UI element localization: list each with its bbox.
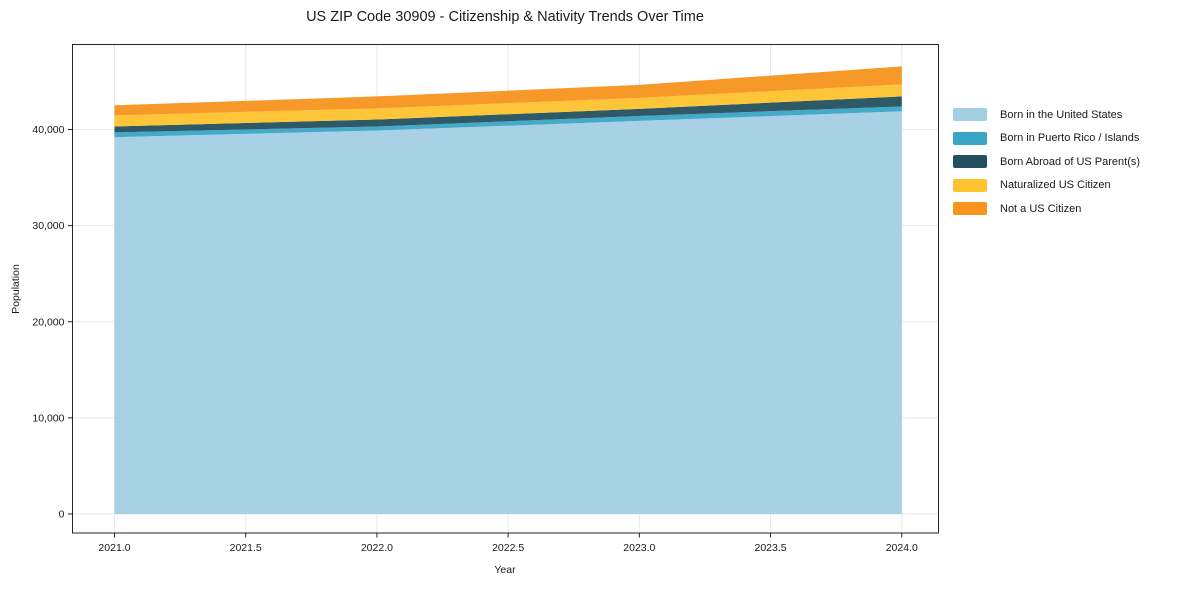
area-series xyxy=(114,106,902,138)
x-axis-label: Year xyxy=(494,564,516,576)
legend-item: Naturalized US Citizen xyxy=(953,178,1140,192)
y-tick-label: 20,000 xyxy=(32,316,64,328)
area-series xyxy=(114,96,902,133)
legend-swatch xyxy=(953,108,987,121)
legend: Born in the United States Born in Puerto … xyxy=(953,108,1140,226)
legend-label: Born Abroad of US Parent(s) xyxy=(1000,155,1141,168)
x-tick-label: 2023.0 xyxy=(623,542,655,554)
legend-item: Born in Puerto Rico / Islands xyxy=(953,131,1140,145)
legend-label: Born in Puerto Rico / Islands xyxy=(1000,132,1140,144)
x-tick-label: 2023.5 xyxy=(754,542,786,554)
legend-item: Born Abroad of US Parent(s) xyxy=(953,155,1140,168)
legend-swatch xyxy=(953,178,987,192)
legend-swatch xyxy=(953,131,987,145)
area-series xyxy=(114,111,902,515)
y-tick-label: 40,000 xyxy=(32,124,64,136)
area-series xyxy=(114,84,902,127)
axes-frame xyxy=(72,44,939,534)
x-tick-label: 2021.5 xyxy=(230,542,262,554)
legend-item: Born in the United States xyxy=(953,108,1140,121)
x-tick-label: 2022.0 xyxy=(361,542,393,554)
area-series xyxy=(114,66,902,116)
y-tick-label: 30,000 xyxy=(32,220,64,232)
legend-label: Not a US Citizen xyxy=(1000,202,1082,215)
legend-label: Born in the United States xyxy=(1000,108,1123,121)
y-tick-label: 0 xyxy=(59,508,65,520)
legend-swatch xyxy=(953,155,987,168)
legend-item: Not a US Citizen xyxy=(953,202,1140,215)
legend-swatch xyxy=(953,202,987,215)
y-tick-label: 10,000 xyxy=(32,412,64,424)
x-tick-label: 2022.5 xyxy=(492,542,524,554)
chart-title: US ZIP Code 30909 - Citizenship & Nativi… xyxy=(306,9,704,25)
legend-label: Naturalized US Citizen xyxy=(1000,179,1111,191)
x-tick-label: 2024.0 xyxy=(886,542,918,554)
x-tick-label: 2021.0 xyxy=(98,542,130,554)
